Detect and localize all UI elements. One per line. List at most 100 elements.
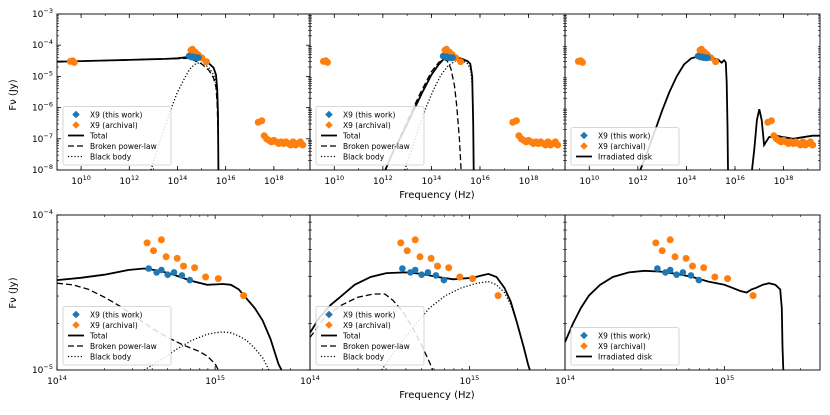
x-tick-label: 1014 — [555, 374, 575, 387]
legend-box — [62, 106, 172, 166]
x9-archival-point — [682, 254, 690, 262]
legend-marker — [325, 310, 333, 319]
x9-archival-point — [202, 58, 210, 66]
data-points — [66, 45, 307, 149]
y-tick-label: 10−5 — [32, 363, 53, 376]
x9-archival-point — [202, 273, 210, 281]
axes-frame — [564, 214, 821, 371]
legend-label: X9 (archival) — [343, 121, 391, 130]
x9-archival-point — [579, 58, 586, 66]
legend-label: Black body — [90, 353, 132, 362]
panels: 1010 1012 1014 1016 1018 10−8 10−7 10−6 10−5 10−4… — [32, 7, 821, 387]
legend-label: Irradiated disk — [598, 353, 653, 362]
x9-this-work-point — [418, 271, 425, 279]
legend-marker — [72, 110, 80, 119]
x9-this-work-point — [178, 272, 186, 279]
x9-archival-point — [70, 58, 78, 66]
legend-label: Black body — [343, 153, 385, 162]
legend-label: X9 (this work) — [598, 132, 650, 141]
x9-archival-point — [180, 262, 187, 270]
x9-archival-point — [809, 141, 817, 149]
x-axis-label-bottom: Frequency (Hz) — [399, 390, 475, 401]
legend-label: X9 (archival) — [598, 142, 646, 151]
axes-frame — [564, 13, 821, 171]
x9-this-work-point — [399, 265, 406, 272]
x-tick-label: 1014 — [677, 174, 697, 187]
y-tick-label: 10−7 — [32, 132, 53, 145]
legend-label: X9 (archival) — [343, 321, 391, 330]
legend-label: Broken power-law — [343, 142, 410, 151]
x9-archival-point — [767, 117, 775, 125]
panel-top-left: 1010 1012 1014 1016 1018 10−8 10−7 10−6 10−5 10−4… — [32, 7, 311, 187]
legend-label: X9 (this work) — [90, 311, 142, 320]
x9-this-work-point — [704, 54, 711, 61]
legend-label: X9 (this work) — [343, 111, 395, 120]
legend-label: Total — [342, 332, 361, 341]
x9-archival-point — [456, 273, 464, 281]
legend-marker — [580, 131, 588, 140]
x-tick-label: 1016 — [470, 174, 490, 187]
x-tick-label: 1016 — [216, 174, 236, 187]
model-curves — [57, 267, 283, 370]
legend-marker — [580, 331, 588, 340]
x9-archival-point — [173, 254, 181, 262]
x-tick-label: 1012 — [119, 174, 139, 187]
legend-marker — [580, 142, 588, 150]
legend-label: X9 (archival) — [90, 121, 138, 130]
data-points — [574, 45, 817, 149]
x9-this-work-point — [145, 265, 152, 272]
y-tick-label: 10−6 — [32, 101, 53, 114]
x-tick-label: 1010 — [579, 174, 599, 187]
y-tick-label: 10−5 — [32, 69, 53, 82]
model-total — [57, 267, 283, 370]
x-tick-label: 1014 — [300, 374, 320, 387]
x9-archival-point — [689, 262, 696, 270]
x9-archival-point — [411, 236, 419, 244]
legend-marker — [72, 321, 80, 329]
x9-this-work-point — [440, 276, 448, 284]
panel-bottom-middle: 1014 1015 X9 (this work)X9 (archival) Total… — [300, 214, 566, 387]
legend-marker — [72, 121, 80, 129]
legend-label: Broken power-law — [343, 342, 410, 351]
x9-archival-point — [749, 292, 757, 300]
x9-archival-point — [712, 58, 720, 66]
x9-this-work-point — [449, 54, 456, 61]
data-points — [319, 45, 562, 149]
data-points — [143, 236, 248, 300]
x9-archival-point — [150, 247, 157, 255]
legend-label: Total — [89, 132, 108, 141]
panel-bottom-left: 1014 1015 10−5 10−4 X9 (this work)X9 (archiv… — [32, 208, 311, 387]
x9-archival-point — [469, 275, 477, 283]
legend-label: X9 (this work) — [90, 111, 142, 120]
legend-label: Irradiated disk — [598, 153, 653, 162]
legend-box — [315, 306, 425, 366]
x-tick-label: 1015 — [715, 374, 735, 387]
x-tick-label: 1018 — [519, 174, 539, 187]
x9-archival-point — [434, 262, 441, 270]
x9-this-work-point — [170, 269, 178, 276]
x-tick-label: 1010 — [71, 174, 91, 187]
x9-this-work-point — [666, 266, 674, 274]
x9-archival-point — [397, 239, 405, 247]
x9-archival-point — [324, 58, 331, 66]
x9-archival-point — [658, 247, 666, 255]
x9-archival-point — [652, 239, 660, 247]
x9-archival-point — [700, 264, 708, 272]
legend-label: X9 (archival) — [598, 342, 646, 351]
x9-archival-point — [554, 141, 562, 149]
x-tick-label: 1014 — [422, 174, 442, 187]
legend-box — [570, 327, 680, 366]
legend-marker — [325, 321, 333, 329]
y-axis-label-bottom: Fν (Jy) — [8, 277, 19, 308]
legend-label: X9 (archival) — [90, 321, 138, 330]
legend-label: X9 (this work) — [598, 332, 650, 341]
x9-archival-point — [724, 275, 732, 283]
x9-this-work-point — [186, 276, 194, 284]
x9-archival-point — [445, 264, 453, 272]
data-points — [652, 236, 757, 300]
x9-this-work-point — [424, 269, 432, 276]
legend: X9 (this work)X9 (archival) Irradiated di… — [570, 327, 680, 366]
